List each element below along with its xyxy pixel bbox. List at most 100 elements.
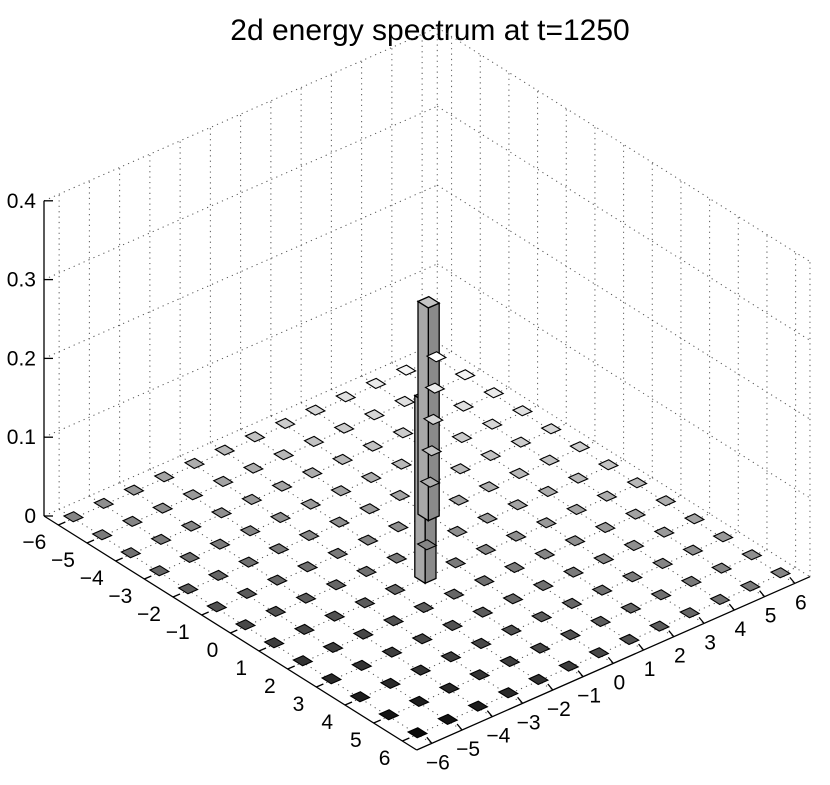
spectrum-bar xyxy=(177,583,199,595)
spectrum-bar xyxy=(591,584,613,596)
spectrum-bar xyxy=(472,606,494,618)
bar-top xyxy=(351,659,373,672)
bar-top xyxy=(352,628,374,640)
y-tick-mark xyxy=(426,736,433,744)
bar-top xyxy=(153,471,175,483)
bar-top xyxy=(212,475,234,488)
bars xyxy=(62,295,792,739)
x-tick-label: 0 xyxy=(207,639,219,662)
spectrum-bar xyxy=(564,535,586,547)
bar-top xyxy=(328,516,350,528)
spectrum-bar xyxy=(499,655,521,668)
spectrum-bar xyxy=(416,539,438,551)
y-tick-label: −2 xyxy=(547,698,571,721)
spectrum-bar xyxy=(682,544,704,556)
y-tick-mark xyxy=(759,590,766,598)
bar-top xyxy=(266,574,288,586)
spectrum-bar xyxy=(529,642,551,654)
spectrum-bar xyxy=(534,548,556,560)
spectrum-bar xyxy=(355,565,378,578)
bar-top xyxy=(483,387,505,399)
bar-top xyxy=(449,463,471,475)
bar-top xyxy=(411,633,433,645)
spectrum-bar xyxy=(296,561,319,573)
bar-top xyxy=(416,539,438,551)
bar-top xyxy=(469,669,491,681)
bar-top xyxy=(507,499,529,511)
bar-top xyxy=(207,569,229,582)
bar-top xyxy=(265,605,287,618)
spectrum-bar xyxy=(327,547,349,560)
y-tick-label: 0 xyxy=(613,671,625,694)
spectrum-bar xyxy=(359,503,381,515)
bar-top xyxy=(359,503,381,515)
spectrum-bar xyxy=(558,660,580,672)
bar-top xyxy=(452,400,475,412)
bar-top xyxy=(300,498,322,510)
bar-top xyxy=(499,655,521,668)
bar-top xyxy=(274,417,296,430)
spectrum-bar xyxy=(273,449,295,461)
y-tick-label: −6 xyxy=(426,751,450,774)
y-tick-label: 5 xyxy=(765,605,777,628)
x-tick-mark xyxy=(402,737,410,742)
spectrum-bar xyxy=(352,628,374,640)
spectrum-bar xyxy=(381,646,403,658)
spectrum-bar xyxy=(475,543,497,556)
bar-top xyxy=(304,404,327,416)
bar-top xyxy=(441,619,464,632)
spectrum-bar xyxy=(386,552,408,564)
bar-top xyxy=(206,601,228,613)
y-tick-mark xyxy=(456,723,463,731)
bar-top xyxy=(508,467,530,480)
bar-top xyxy=(472,606,494,618)
bar-top xyxy=(271,480,293,492)
bar-top xyxy=(296,561,319,573)
bar-top xyxy=(478,481,500,493)
bar-top xyxy=(148,565,171,577)
y-tick-mark xyxy=(547,683,554,691)
bar-top xyxy=(540,423,562,435)
spectrum-bar xyxy=(378,709,400,721)
bar-top xyxy=(593,553,615,565)
y-tick-mark xyxy=(668,630,675,638)
spectrum-bar xyxy=(443,588,465,600)
bar-top xyxy=(596,490,618,502)
bar-top xyxy=(363,409,385,421)
bar-top xyxy=(480,449,502,462)
bar-top xyxy=(384,583,406,596)
bar-top xyxy=(538,454,561,466)
spectrum-bar xyxy=(620,602,642,614)
spectrum-bar xyxy=(241,493,263,506)
y-tick-mark xyxy=(698,616,705,624)
bar-top xyxy=(301,467,323,479)
bar-top xyxy=(324,610,346,622)
spectrum-bar xyxy=(333,422,355,434)
spectrum-bar xyxy=(62,511,85,523)
spectrum-bar xyxy=(424,382,446,394)
bar-top xyxy=(711,562,733,574)
bar-top xyxy=(559,629,581,641)
spectrum-bar xyxy=(93,497,115,510)
bar-top xyxy=(360,471,382,484)
y-tick-label: 1 xyxy=(644,658,656,681)
bar-top xyxy=(535,517,557,529)
bar-top xyxy=(588,647,610,659)
spectrum-bar xyxy=(594,521,616,534)
spectrum-bar xyxy=(268,543,290,555)
y-tick-mark xyxy=(728,603,735,611)
spectrum-bar xyxy=(769,567,792,579)
bar-top xyxy=(709,593,731,606)
spectrum-bar xyxy=(511,405,534,417)
bar-top xyxy=(378,709,400,721)
bar-top xyxy=(121,515,143,528)
spectrum-bar xyxy=(451,431,473,444)
spectrum-bar xyxy=(419,476,441,488)
bar-top xyxy=(120,547,142,559)
spectrum-bar xyxy=(152,502,174,514)
bar-top xyxy=(683,513,706,525)
bar-top xyxy=(335,391,357,403)
bar-top xyxy=(537,485,559,498)
